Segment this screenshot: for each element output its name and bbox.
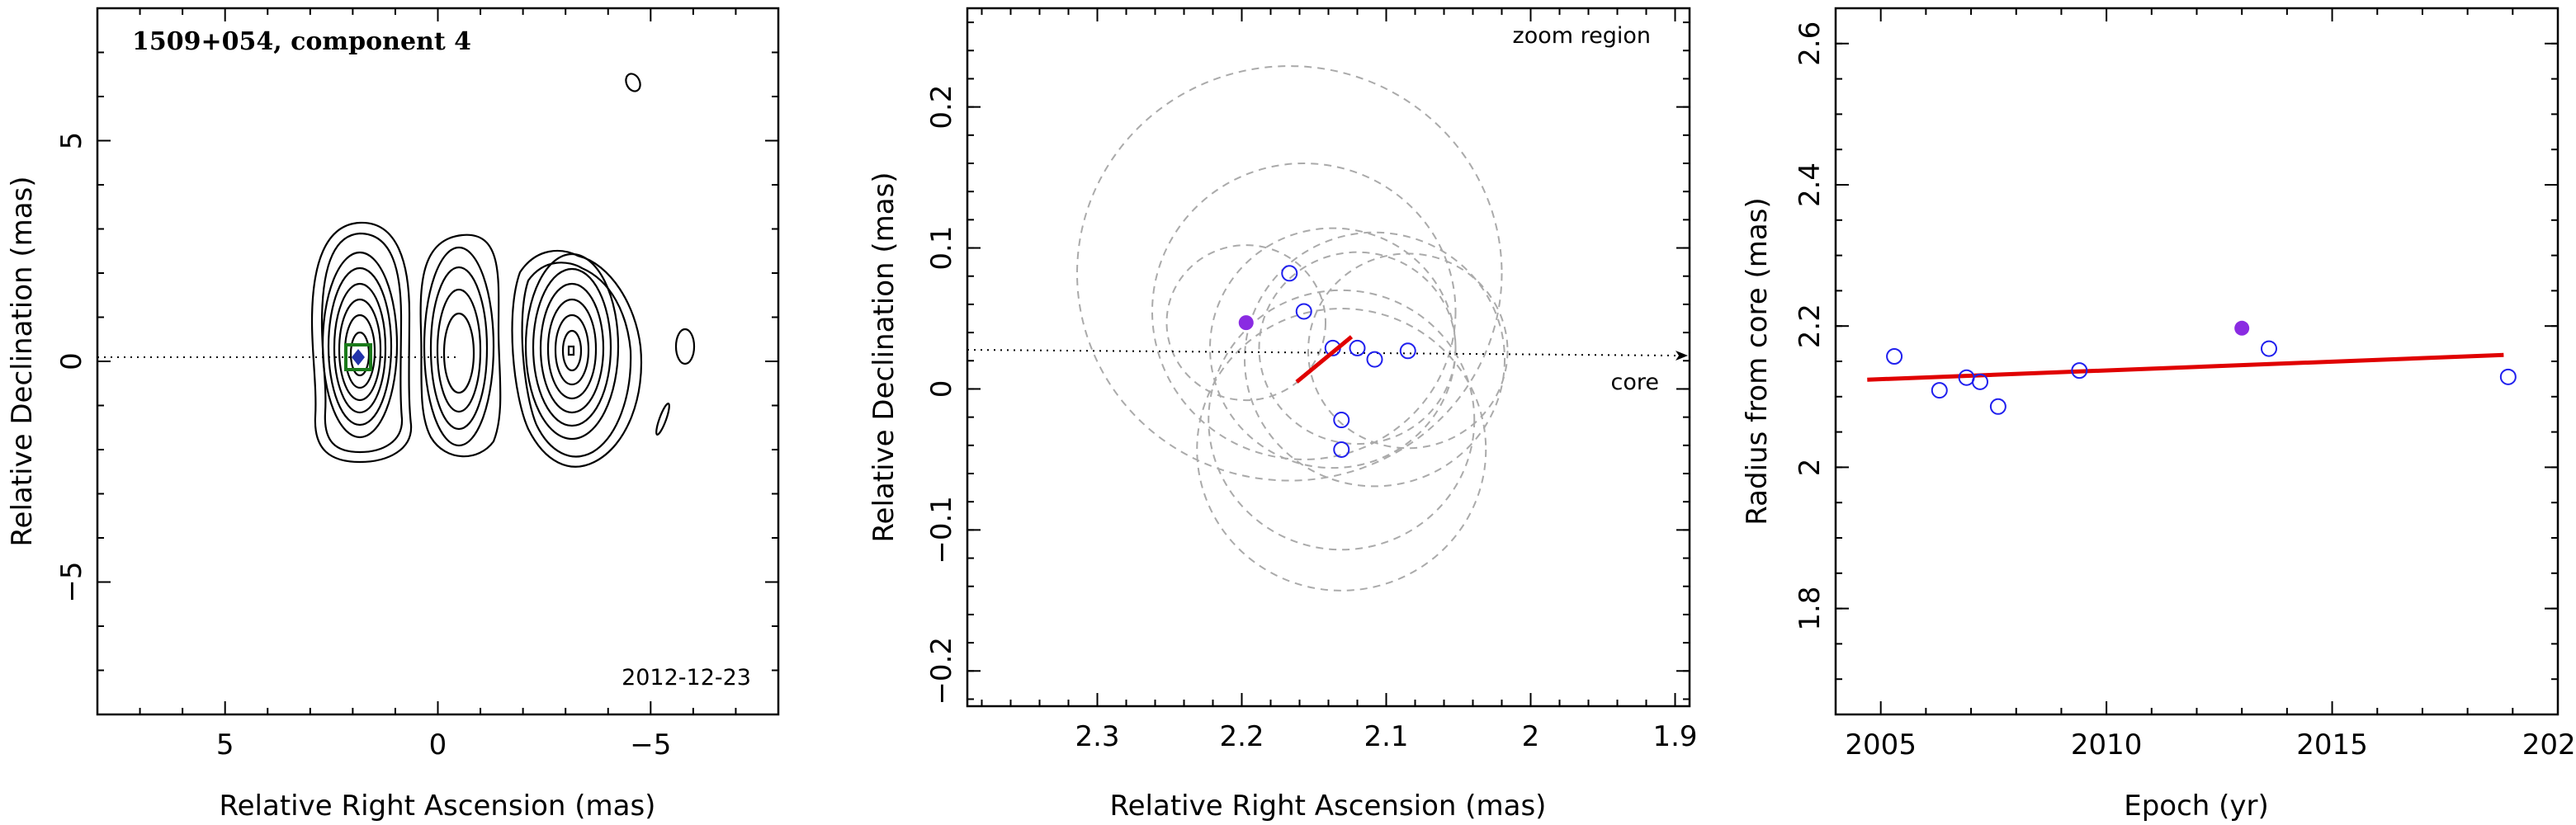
- p3-ytick-label: 2.4: [1794, 163, 1827, 207]
- panel-radius-vs-epoch: Epoch (yr) Radius from core (mas) 2005 20…: [1741, 7, 2576, 823]
- p2-point: [1399, 342, 1416, 360]
- p1-xtick-label: 5: [216, 728, 234, 761]
- p2-xtick-label: 2.1: [1364, 720, 1408, 753]
- p3-point: [1886, 348, 1903, 365]
- p2-xtick-label: 2.2: [1219, 720, 1264, 753]
- p2-error-circle: [1151, 163, 1457, 460]
- p2-ytick-label: 0.2: [925, 85, 958, 130]
- p1-ticks: 5 0 −5 −5 0 5: [55, 7, 779, 761]
- p1-ytick-label: −5: [55, 561, 88, 602]
- p3-fit-line: [1867, 352, 2504, 382]
- p1-contour-blob-2: [674, 328, 696, 365]
- p2-point: [1333, 441, 1350, 458]
- p2-fit-line: [1295, 335, 1354, 384]
- p1-contour-blob-1: [625, 73, 641, 92]
- p2-error-circle: [1258, 251, 1457, 446]
- p2-error-circle: [1244, 231, 1505, 488]
- p3-ytick-label: 2: [1794, 459, 1827, 477]
- p3-xtick-label: 2015: [2296, 728, 2368, 761]
- p3-ytick-label: 1.8: [1794, 587, 1827, 631]
- p2-error-circle: [1196, 308, 1487, 592]
- p2-error-circle: [1208, 289, 1476, 551]
- p3-xtick-label: 2005: [1845, 728, 1917, 761]
- p1-component-diamond: [352, 349, 365, 365]
- p1-ytick-label: 0: [55, 352, 88, 370]
- p2-error-circle: [1165, 244, 1326, 402]
- p2-point: [1295, 303, 1312, 320]
- p2-ytick-label: 0.1: [925, 226, 958, 271]
- p1-title: 1509+054, component 4: [132, 27, 471, 56]
- p1-contours-component-west: [310, 221, 413, 464]
- p1-contours-component-center: [419, 233, 502, 458]
- p3-point: [1989, 398, 2006, 415]
- p2-ytick-label: −0.2: [925, 637, 958, 705]
- p2-zoom-region-label: zoom region: [1513, 23, 1651, 49]
- p3-point: [2071, 362, 2088, 380]
- p3-ylabel: Radius from core (mas): [1741, 197, 1774, 525]
- p3-xtick-label: 2020: [2522, 728, 2576, 761]
- p2-error-circles: [1076, 65, 1509, 592]
- p2-error-circle: [1307, 252, 1509, 450]
- p1-xlabel: Relative Right Ascension (mas): [220, 790, 656, 823]
- p3-xlabel: Epoch (yr): [2124, 790, 2269, 823]
- p2-ticks: 2.3 2.2 2.1 2 1.9 −0.2 −0.1 0 0.1 0.2: [925, 8, 1698, 753]
- p1-xtick-label: 0: [429, 728, 447, 761]
- p2-point: [1349, 339, 1366, 356]
- p3-point: [1931, 382, 1948, 399]
- p2-ytick-label: −0.1: [925, 496, 958, 564]
- p3-ytick-label: 2.6: [1794, 21, 1827, 66]
- p2-xtick-label: 2.3: [1075, 720, 1119, 753]
- p3-point: [2261, 340, 2277, 357]
- p2-core-label: core: [1611, 370, 1659, 395]
- p2-xtick-label: 1.9: [1652, 720, 1697, 753]
- p1-xtick-label: −5: [630, 728, 671, 761]
- p1-ylabel: Relative Declination (mas): [6, 176, 39, 546]
- p2-xtick-label: 2: [1522, 720, 1540, 753]
- p3-frame: [1834, 7, 2559, 716]
- p2-core-arrowhead: [1676, 351, 1688, 361]
- p2-xlabel: Relative Right Ascension (mas): [1110, 790, 1547, 823]
- p2-error-circle: [1076, 65, 1503, 482]
- p3-data-marks: [1867, 320, 2517, 415]
- p1-ytick-label: 5: [55, 132, 88, 150]
- p3-ticks: 2005 2010 2015 2020 1.8 2 2.2 2.4 2.6: [1794, 8, 2576, 761]
- p3-xtick-label: 2010: [2071, 728, 2143, 761]
- p2-ytick-label: 0: [925, 380, 958, 398]
- p2-ylabel: Relative Declination (mas): [867, 172, 900, 542]
- p1-contour-blob-3: [655, 403, 670, 436]
- p2-core-line: [967, 349, 1676, 356]
- p2-point: [1281, 265, 1298, 282]
- p2-point: [1366, 351, 1383, 368]
- p2-highlight-point: [1238, 315, 1254, 331]
- panel-zoom-region: zoom region Relative Right Ascension (ma…: [867, 7, 1698, 823]
- panel-contour-map: 1509+054, component 4 2012-12-23 Relativ…: [6, 7, 780, 823]
- p1-component-square: [344, 343, 372, 371]
- p2-point: [1333, 412, 1350, 429]
- p2-error-circle: [1209, 227, 1457, 469]
- p3-highlight-point: [2234, 320, 2250, 336]
- p1-date-label: 2012-12-23: [622, 665, 751, 691]
- p3-ytick-label: 2.2: [1794, 304, 1827, 348]
- p3-point: [1972, 373, 1988, 390]
- p1-contours-component-east: [511, 249, 642, 468]
- p3-point: [2499, 368, 2517, 385]
- p2-data-marks: [1238, 265, 1416, 458]
